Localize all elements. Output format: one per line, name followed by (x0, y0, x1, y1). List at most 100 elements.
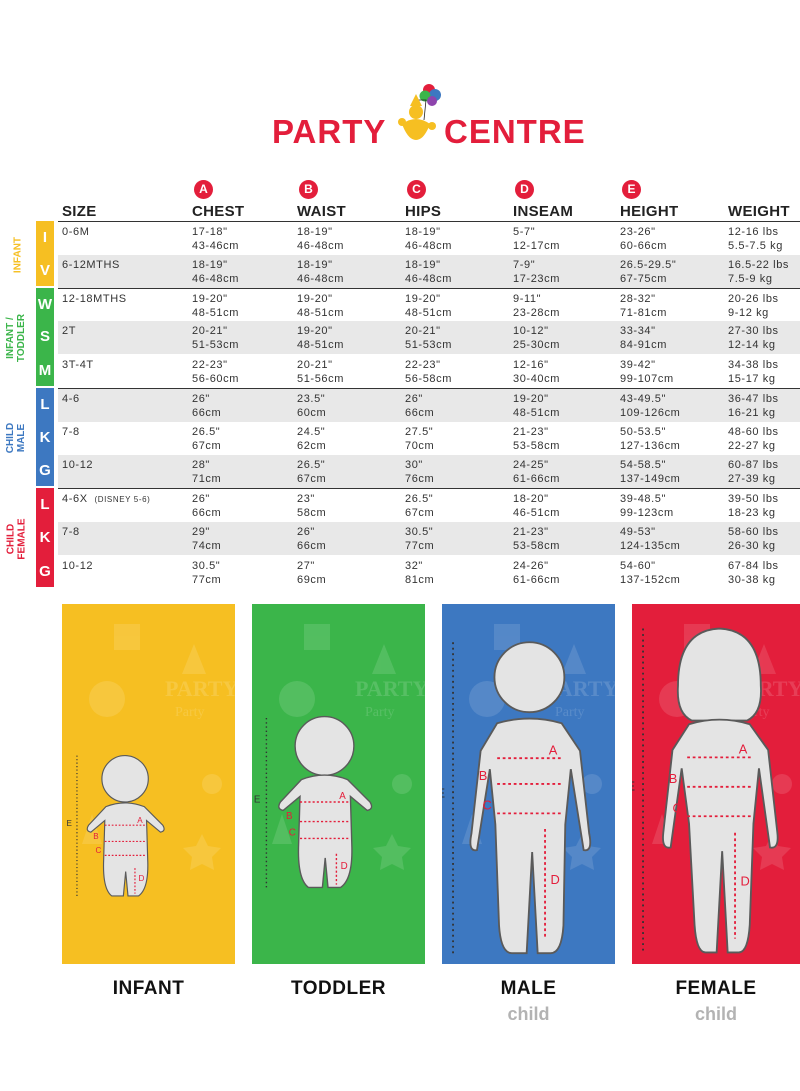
cell-height: 49-53" 124-135cm (620, 525, 680, 553)
cell-size: 7-8 (62, 525, 80, 539)
imperial-value: 21-23" (513, 426, 549, 438)
cell-size: 6-12MTHS (62, 258, 120, 272)
cell-height: 33-34" 84-91cm (620, 324, 667, 352)
imperial-value: 26.5" (297, 459, 326, 471)
cell-waist: 19-20" 48-51cm (297, 292, 344, 320)
panel-title-female: FEMALE (675, 978, 757, 999)
imperial-value: 33-34" (620, 325, 656, 337)
cell-weight: 12-16 lbs 5.5-7.5 kg (728, 225, 783, 253)
metric-value: 71cm (192, 473, 222, 485)
cell-height: 23-26" 60-66cm (620, 225, 667, 253)
measure-label-c: C (289, 828, 296, 839)
body-outline (662, 718, 779, 954)
measure-label-a: A (339, 791, 346, 802)
imperial-value: 67-84 lbs (728, 560, 779, 572)
group-divider (58, 288, 800, 289)
cell-size: 12-18MTHS (62, 292, 127, 306)
metric-value: 66cm (192, 507, 222, 519)
cell-inseam: 5-7" 12-17cm (513, 225, 560, 253)
column-header-chest: CHEST (192, 203, 245, 220)
metric-value: 61-66cm (513, 473, 560, 485)
metric-value: 53-58cm (513, 440, 560, 452)
cell-height: 50-53.5" 127-136cm (620, 425, 680, 453)
cell-waist: 23" 58cm (297, 492, 326, 520)
metric-value: 124-135cm (620, 540, 681, 552)
imperial-value: 19-20" (513, 393, 549, 405)
group-label-line: TODDLER (16, 313, 27, 363)
metric-value: 81cm (405, 574, 435, 586)
table-row: 10-12 28" 71cm 26.5" 67cm 30" 76cm 24-25" 61-66c… (58, 455, 800, 488)
panel-subtitle: child (507, 1004, 550, 1024)
imperial-value: 26.5" (405, 493, 434, 505)
background-word-script: Party (365, 705, 395, 720)
cell-chest: 26" 66cm (192, 392, 221, 420)
imperial-value: 17-18" (192, 226, 228, 238)
cell-chest: 28" 71cm (192, 458, 221, 486)
cell-waist: 24.5" 62cm (297, 425, 326, 453)
cell-inseam: 21-23" 53-58cm (513, 525, 560, 553)
group-label: CHILD MALE (5, 388, 31, 488)
metric-value: 22-27 kg (728, 440, 776, 452)
imperial-value: 20-21" (192, 325, 228, 337)
metric-value: 76cm (405, 473, 435, 485)
imperial-value: 16.5-22 lbs (728, 259, 790, 271)
cell-hips: 19-20" 48-51cm (405, 292, 452, 320)
group-label-line: FEMALE (16, 517, 27, 560)
column-header-inseam: INSEAM (513, 203, 574, 220)
metric-value: 15-17 kg (728, 373, 776, 385)
metric-value: 46-48cm (192, 273, 239, 285)
imperial-value: 54-58.5" (620, 459, 667, 471)
metric-value: 48-51cm (513, 407, 560, 419)
metric-value: 48-51cm (405, 307, 452, 319)
size-letter: L (40, 496, 50, 513)
imperial-value: 50-53.5" (620, 426, 667, 438)
measure-label-d: D (138, 874, 144, 883)
column-header-waist: WAIST (297, 203, 346, 220)
imperial-value: 28" (192, 459, 210, 471)
measure-label-e: E (67, 819, 73, 828)
cell-chest: 18-19" 46-48cm (192, 258, 239, 286)
measure-label-e: E (254, 795, 261, 806)
imperial-value: 27" (297, 560, 315, 572)
size-value: 10-12 (62, 459, 94, 471)
metric-value: 70cm (405, 440, 435, 452)
metric-value: 84-91cm (620, 339, 667, 351)
metric-value: 30-38 kg (728, 574, 776, 586)
cell-size: 0-6M (62, 225, 89, 239)
cell-size: 2T (62, 324, 76, 338)
cell-inseam: 24-26" 61-66cm (513, 559, 560, 587)
cell-waist: 26.5" 67cm (297, 458, 326, 486)
imperial-value: 49-53" (620, 526, 656, 538)
size-value: 0-6M (62, 226, 90, 238)
metric-value: 67-75cm (620, 273, 667, 285)
cell-inseam: 9-11" 23-28cm (513, 292, 560, 320)
child-silhouette: A BC D E (67, 755, 165, 897)
metric-value: 69cm (297, 574, 327, 586)
table-row: 7-8 29" 74cm 26" 66cm 30.5" 77cm 21-23" 53-58cm 4… (58, 522, 800, 555)
cell-weight: 16.5-22 lbs 7.5-9 kg (728, 258, 789, 286)
table-row: 0-6M 17-18" 43-46cm 18-19" 46-48cm 18-19" 46-4… (58, 222, 800, 255)
cell-hips: 18-19" 46-48cm (405, 225, 452, 253)
metric-value: 9-12 kg (728, 307, 769, 319)
metric-value: 46-48cm (297, 273, 344, 285)
cell-hips: 18-19" 46-48cm (405, 258, 452, 286)
column-header-height: HEIGHT (620, 203, 679, 220)
child-silhouette: A BC D E (632, 627, 779, 954)
metric-value: 12-17cm (513, 240, 560, 252)
measure-label-c: C (672, 801, 681, 816)
cell-size: 10-12 (62, 559, 93, 573)
table-row: 7-8 26.5" 67cm 24.5" 62cm 27.5" 70cm 21-23" 53-5… (58, 422, 800, 455)
metric-value: 66cm (297, 540, 327, 552)
party-centre-logo: PARTY CENTRE (270, 80, 610, 150)
logo-mascot-icon (398, 84, 441, 140)
cell-size: 3T-4T (62, 358, 94, 372)
metric-value: 48-51cm (297, 307, 344, 319)
cell-hips: 26.5" 67cm (405, 492, 434, 520)
imperial-value: 18-19" (297, 259, 333, 271)
metric-value: 62cm (297, 440, 327, 452)
size-letter: S (39, 328, 50, 345)
cell-chest: 20-21" 51-53cm (192, 324, 239, 352)
